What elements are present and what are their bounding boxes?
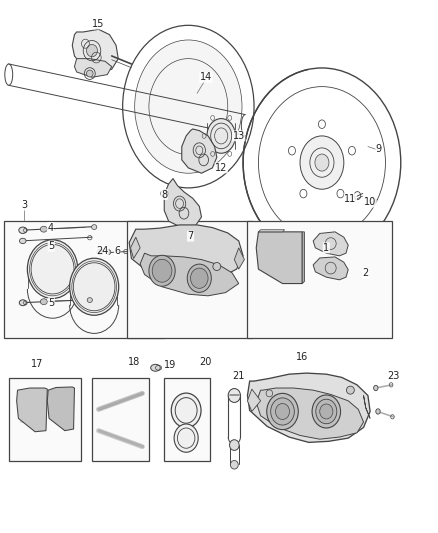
Polygon shape (131, 237, 140, 259)
Text: 16: 16 (296, 352, 308, 362)
Ellipse shape (312, 395, 341, 428)
Ellipse shape (230, 461, 238, 469)
Text: 11: 11 (344, 194, 357, 204)
Ellipse shape (318, 120, 325, 128)
Ellipse shape (207, 119, 236, 154)
Ellipse shape (174, 424, 198, 452)
Ellipse shape (151, 365, 160, 371)
Bar (92, 378, 149, 461)
Ellipse shape (70, 258, 119, 315)
Ellipse shape (86, 70, 93, 77)
Ellipse shape (187, 264, 211, 292)
Ellipse shape (315, 154, 329, 171)
Polygon shape (47, 387, 74, 431)
Polygon shape (313, 257, 348, 280)
Polygon shape (256, 232, 302, 284)
Text: 5: 5 (48, 298, 54, 308)
Ellipse shape (97, 249, 103, 255)
Ellipse shape (228, 389, 240, 402)
Ellipse shape (40, 298, 47, 305)
Bar (9, 378, 81, 461)
Text: 13: 13 (233, 131, 245, 141)
Text: 24: 24 (96, 246, 108, 255)
Polygon shape (364, 395, 370, 418)
Ellipse shape (300, 189, 307, 198)
Text: 2: 2 (363, 268, 369, 278)
Polygon shape (247, 373, 370, 442)
Ellipse shape (27, 240, 78, 298)
Ellipse shape (289, 147, 296, 155)
Polygon shape (127, 221, 252, 338)
Ellipse shape (86, 45, 97, 57)
Text: 18: 18 (127, 358, 140, 367)
Polygon shape (313, 232, 348, 256)
Ellipse shape (106, 249, 111, 255)
Text: 17: 17 (31, 359, 43, 368)
Text: 8: 8 (161, 190, 167, 199)
Text: 19: 19 (164, 360, 176, 370)
Text: 14: 14 (200, 72, 212, 82)
Text: 4: 4 (47, 223, 53, 232)
Polygon shape (140, 253, 239, 296)
Ellipse shape (149, 255, 175, 286)
Ellipse shape (374, 385, 378, 391)
Text: 12: 12 (215, 163, 227, 173)
Polygon shape (72, 29, 118, 72)
Polygon shape (4, 221, 164, 338)
Ellipse shape (19, 227, 27, 233)
Ellipse shape (300, 136, 344, 189)
Ellipse shape (267, 393, 298, 430)
Polygon shape (234, 248, 244, 269)
Ellipse shape (19, 300, 26, 306)
Text: 7: 7 (187, 231, 194, 241)
Ellipse shape (135, 40, 242, 173)
Ellipse shape (40, 227, 47, 232)
Text: 15: 15 (92, 19, 105, 29)
Ellipse shape (19, 238, 26, 244)
Polygon shape (17, 388, 47, 432)
Ellipse shape (191, 268, 208, 288)
Ellipse shape (337, 189, 344, 198)
Polygon shape (182, 129, 217, 173)
Ellipse shape (276, 403, 290, 419)
Ellipse shape (230, 440, 239, 450)
Ellipse shape (152, 260, 172, 282)
Ellipse shape (87, 297, 92, 303)
Polygon shape (74, 59, 112, 77)
Ellipse shape (98, 251, 102, 254)
Text: 9: 9 (376, 144, 382, 154)
Text: 20: 20 (199, 358, 211, 367)
Text: 6: 6 (114, 246, 120, 255)
Polygon shape (302, 232, 304, 284)
Text: 23: 23 (387, 371, 399, 381)
Text: 10: 10 (364, 197, 376, 207)
Ellipse shape (316, 399, 337, 424)
Text: 1: 1 (323, 243, 329, 253)
Text: 21: 21 (233, 371, 245, 381)
Ellipse shape (171, 393, 201, 427)
Text: 5: 5 (48, 241, 54, 251)
Ellipse shape (348, 147, 355, 155)
Ellipse shape (213, 263, 221, 271)
Polygon shape (164, 179, 201, 228)
Polygon shape (247, 221, 392, 338)
Ellipse shape (346, 386, 354, 394)
Ellipse shape (320, 404, 333, 419)
Bar (164, 378, 210, 461)
Polygon shape (258, 230, 285, 232)
Ellipse shape (376, 409, 380, 414)
Ellipse shape (271, 398, 294, 425)
Text: 3: 3 (21, 200, 27, 210)
Ellipse shape (92, 225, 97, 230)
Polygon shape (129, 225, 243, 281)
Polygon shape (256, 388, 364, 439)
Polygon shape (247, 389, 261, 411)
